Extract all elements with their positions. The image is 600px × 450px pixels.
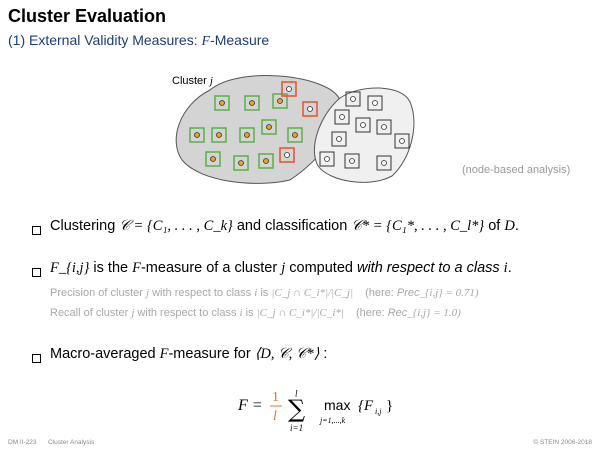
footer-copyright: © STEIN 2006-2018 xyxy=(533,439,592,446)
green-node-dots xyxy=(194,98,298,166)
bullet-macro-averaged: Macro-averaged F-measure for ⟨D, 𝒞, 𝒞*⟩ … xyxy=(50,346,328,362)
class-blob xyxy=(314,87,415,183)
recall-line: Recall of cluster j with respect to clas… xyxy=(50,307,461,319)
svg-text:l: l xyxy=(295,388,298,398)
slide-subtitle: (1) External Validity Measures: F-Measur… xyxy=(8,32,270,49)
svg-text:{F: {F xyxy=(358,398,374,414)
red-nodes xyxy=(279,81,318,163)
node-based-analysis-note: (node-based analysis) xyxy=(462,164,571,176)
svg-text:j=1,...,k: j=1,...,k xyxy=(319,416,346,425)
cluster-label: Cluster j xyxy=(172,75,213,87)
svg-text:1: 1 xyxy=(272,390,279,405)
svg-text:F =: F = xyxy=(238,397,263,414)
bullet-icon xyxy=(32,268,41,277)
grey-nodes xyxy=(319,91,410,171)
footer-topic: Cluster Analysis xyxy=(48,439,95,446)
svg-text:i,j: i,j xyxy=(375,407,382,416)
svg-text:l: l xyxy=(273,409,277,424)
svg-text:}: } xyxy=(386,398,393,414)
cluster-diagram: Cluster j xyxy=(172,75,415,184)
bullet-fmeasure-definition: F_{i,j} is the F-measure of a cluster j … xyxy=(50,260,512,276)
precision-line: Precision of cluster j with respect to c… xyxy=(50,287,479,299)
cluster-j-blob xyxy=(175,75,342,184)
svg-text:max: max xyxy=(324,397,350,413)
bullet-icon xyxy=(32,226,41,235)
footer-page-number: DM II-223 xyxy=(8,439,37,446)
svg-text:∑: ∑ xyxy=(288,395,305,423)
grey-node-dots xyxy=(324,96,405,166)
green-nodes xyxy=(189,93,303,171)
svg-text:i=1: i=1 xyxy=(290,423,303,433)
bullet-icon xyxy=(32,354,41,363)
red-node-dots xyxy=(284,86,313,158)
bullet-clustering: Clustering 𝒞 = {C₁, . . . , C_k} and cla… xyxy=(50,218,519,234)
slide-title: Cluster Evaluation xyxy=(8,6,167,26)
macro-f-formula: F = 1 l l ∑ i=1 max j=1,...,k {F i,j } xyxy=(238,388,393,433)
